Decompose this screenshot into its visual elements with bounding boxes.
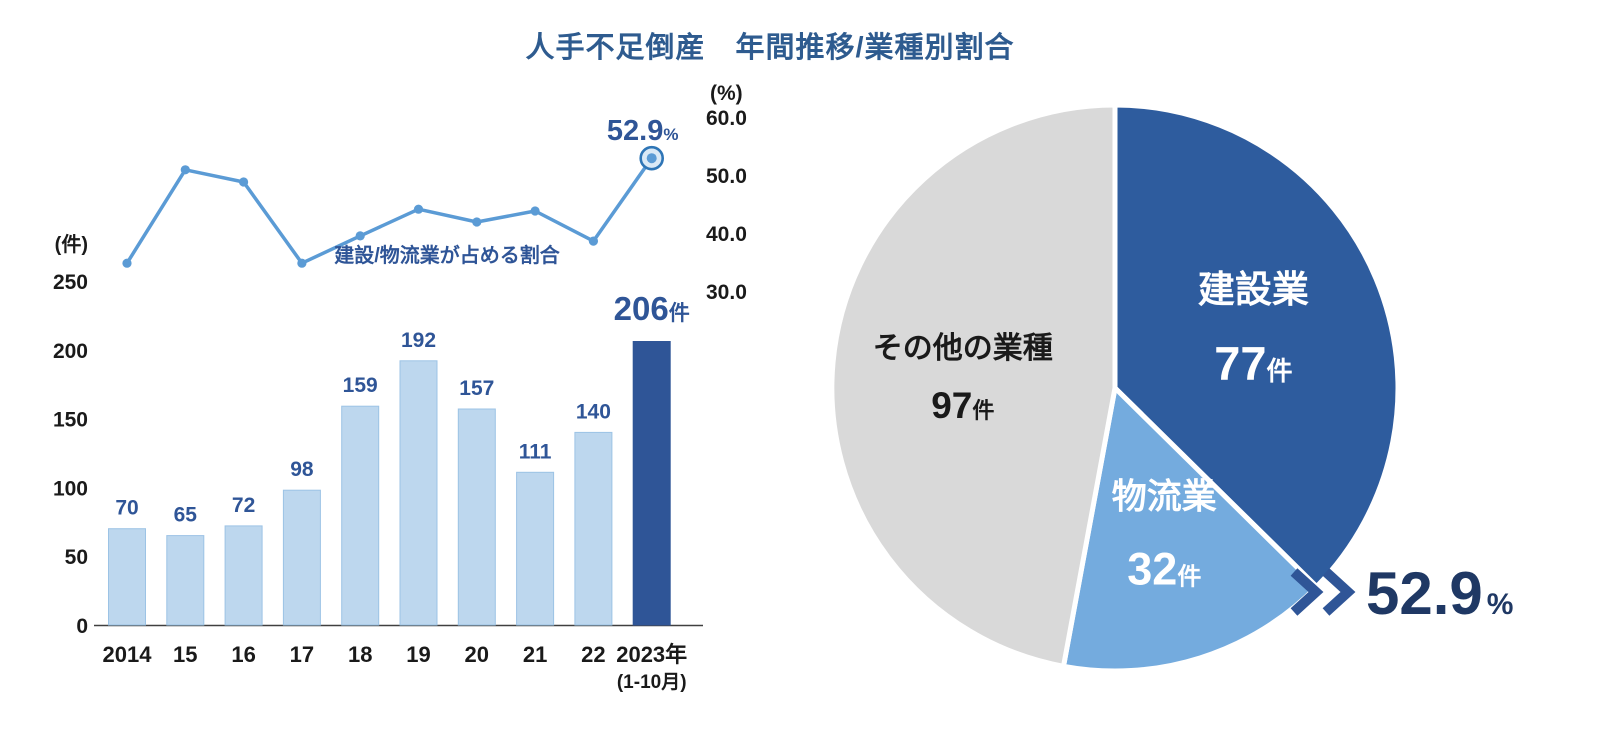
pie-value-construction: 77件 [1214, 337, 1292, 390]
bar-value-label: 157 [459, 377, 494, 400]
left-axis-tick: 100 [53, 477, 88, 500]
bar-value-label: 192 [401, 329, 436, 352]
bar-15 [166, 535, 205, 626]
double-chevron-icon [1322, 568, 1356, 616]
bar-18 [341, 405, 380, 626]
x-axis-label: 2014 [103, 642, 153, 667]
x-axis-label-note: (1-10月) [617, 672, 687, 693]
x-axis-label: 18 [348, 642, 372, 667]
pie-value-others: 97件 [931, 385, 994, 426]
pie-label-construction: 建設業 [1198, 269, 1309, 310]
bar-19 [399, 360, 438, 626]
line-point [239, 177, 249, 187]
bar-21 [516, 471, 555, 626]
double-chevron-icon [1290, 568, 1324, 616]
x-axis-label: 19 [406, 642, 430, 667]
x-axis-label: 22 [581, 642, 605, 667]
bar-2023年 [632, 341, 671, 626]
bar-22 [574, 431, 613, 626]
right-axis-tick: 40.0 [706, 223, 747, 246]
pie-label-others: その他の業種 [873, 332, 1053, 365]
x-axis-label: 15 [173, 642, 197, 667]
bar-value-label: 98 [290, 458, 314, 481]
bar-17 [282, 489, 321, 626]
bar-value-label: 159 [343, 374, 378, 397]
x-axis-label: 20 [465, 642, 489, 667]
line-endpoint-label: 52.9% [607, 115, 679, 147]
line-point [122, 258, 132, 268]
page-title: 人手不足倒産 年間推移/業種別割合 [525, 32, 1015, 64]
highlight-value-label: 206件 [614, 290, 690, 327]
bar-20 [457, 408, 496, 626]
bar-value-label: 72 [232, 494, 255, 517]
left-axis-tick: 200 [53, 340, 88, 363]
right-axis-tick: 30.0 [706, 281, 747, 304]
left-axis-tick: 0 [76, 615, 88, 638]
bar-value-label: 70 [115, 497, 138, 520]
right-axis-tick: 60.0 [706, 107, 747, 130]
pie-slice-construction [1112, 102, 1401, 590]
line-point [530, 206, 540, 216]
left-axis-tick: 50 [65, 546, 88, 569]
line-series-label: 建設/物流業が占める割合 [334, 243, 561, 267]
trend-line [125, 156, 654, 265]
x-axis-label: 17 [290, 642, 314, 667]
pie-value-logistics: 32件 [1127, 544, 1201, 595]
line-point [588, 236, 599, 246]
bar-value-label: 65 [174, 504, 198, 527]
line-point [297, 258, 307, 268]
bar-2014 [108, 528, 146, 626]
bar-16 [224, 525, 263, 626]
line-point [413, 204, 424, 214]
line-endpoint-dot [646, 153, 657, 164]
x-axis-label: 16 [231, 642, 255, 667]
pie-slice-others [829, 102, 1118, 669]
pie-annotation-label: 52.9% [1366, 560, 1513, 627]
pie-label-logistics: 物流業 [1112, 478, 1217, 517]
right-axis-tick: 50.0 [706, 165, 747, 188]
x-axis-label: 21 [523, 642, 547, 667]
line-point [355, 231, 365, 241]
line-point [472, 217, 482, 227]
left-axis-unit: (件) [55, 232, 88, 256]
bar-value-label: 140 [576, 400, 611, 423]
left-axis-tick: 150 [53, 409, 88, 432]
x-axis-label: 2023年 [616, 642, 687, 667]
line-point [180, 165, 190, 175]
right-axis-unit: (%) [710, 82, 743, 105]
bar-value-label: 111 [519, 440, 552, 463]
left-axis-tick: 250 [53, 271, 88, 294]
